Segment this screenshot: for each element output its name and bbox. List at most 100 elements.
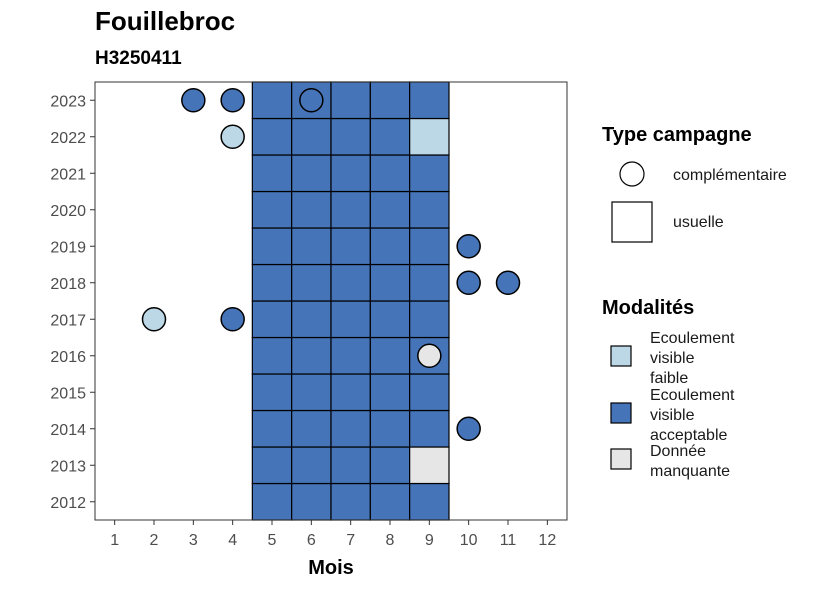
x-tick-label: 6 [307,532,316,549]
tile-usuelle [251,117,293,156]
point-complementaire [456,270,481,295]
point-complementaire [495,270,521,295]
legend-type-title: Type campagne [602,124,752,146]
tile-usuelle [409,190,450,229]
y-tick-label: 2017 [50,312,86,329]
y-tick-label: 2018 [50,276,86,293]
tile-usuelle [369,190,411,229]
point-complementaire [220,124,245,149]
tile-usuelle [409,409,450,448]
tile-usuelle [251,373,293,412]
usuelle-tiles [251,81,450,521]
tile-usuelle [291,300,332,339]
y-tick-label: 2019 [50,239,86,256]
tile-usuelle [409,154,450,193]
tile-usuelle [369,482,411,521]
x-tick-label: 1 [110,532,119,549]
legend-modalite-key [610,402,632,424]
x-tick-label: 4 [228,532,237,549]
y-tick-label: 2021 [50,166,86,183]
x-tick-label: 3 [189,532,198,549]
legend-type-item-complementaire: complémentaire [673,167,787,184]
x-tick-label: 12 [538,532,556,549]
x-tick-label: 7 [346,532,355,549]
tile-usuelle [409,300,450,339]
tile-usuelle [330,263,371,302]
tile-usuelle [330,190,371,229]
legend-circle-icon [619,161,645,187]
legend-square-icon [611,201,653,243]
tile-usuelle [251,336,293,375]
tile-usuelle [251,227,293,266]
tile-usuelle [330,154,371,193]
tile-usuelle [409,227,450,266]
tile-usuelle [369,117,411,156]
x-tick-label: 8 [386,532,395,549]
x-tick-label: 10 [460,532,478,549]
tile-usuelle [291,190,332,229]
tile-usuelle [409,482,450,521]
tile-usuelle [330,117,371,156]
legend-modalite-key [610,345,632,367]
point-complementaire [181,88,206,113]
x-axis: 1 2 3 4 5 6 7 8 9 10 11 12 [110,520,556,549]
y-tick-label: 2016 [50,349,86,366]
point-complementaire [141,307,167,332]
tile-usuelle [330,300,371,339]
y-tick-label: 2022 [50,130,86,147]
legend-type-campagne: Type campagne complémentaire usuelle [602,124,787,243]
y-axis: 2012 2013 2014 2015 2016 2017 2018 2019 2020 2021… [50,93,95,512]
tile-usuelle [251,409,293,448]
tile-usuelle [251,81,293,120]
y-tick-label: 2012 [50,495,86,512]
legend-modalite-label: visible [650,350,695,367]
x-tick-label: 9 [425,532,434,549]
point-complementaire [220,307,245,332]
point-complementaire [417,343,442,368]
x-tick-label: 11 [500,532,517,549]
point-complementaire [456,416,481,441]
tile-usuelle [251,154,293,193]
x-tick-label: 2 [150,532,159,549]
tile-usuelle [369,336,411,375]
tile-usuelle [330,482,371,521]
tile-usuelle [369,373,411,412]
point-complementaire [456,234,481,259]
tile-usuelle [291,409,332,448]
tile-usuelle [330,81,371,120]
tile-usuelle [369,263,411,302]
legend-modalites: Modalités EcoulementvisiblefaibleEcoulem… [602,297,735,480]
legend-modalite-label: visible [650,407,695,424]
complementaire-points [141,88,521,441]
y-tick-label: 2013 [50,458,86,475]
tile-usuelle [330,336,371,375]
tile-usuelle [330,446,371,485]
y-tick-label: 2020 [50,203,86,220]
tile-usuelle [291,336,332,375]
tile-usuelle [291,482,332,521]
tile-usuelle [291,227,332,266]
tile-usuelle [291,373,332,412]
legend-type-item-usuelle: usuelle [673,214,724,231]
legend-modalite-label: manquante [650,463,730,480]
x-tick-label: 5 [268,532,277,549]
tile-usuelle [369,300,411,339]
y-tick-label: 2015 [50,385,86,402]
legend-modalite-label: faible [650,370,688,387]
tile-usuelle [251,446,293,485]
tile-usuelle [251,190,293,229]
legend-modalite-label: Ecoulement [650,387,735,404]
point-complementaire [299,88,324,113]
tile-usuelle [330,409,371,448]
tile-usuelle [251,300,293,339]
tile-usuelle [409,81,450,120]
chart-title: Fouillebroc [95,6,235,36]
legend-modalite-label: Donnée [650,443,706,460]
tile-usuelle [409,263,450,302]
tile-usuelle [369,81,411,120]
tile-usuelle [291,154,332,193]
point-complementaire [220,88,245,113]
tile-usuelle [291,446,332,485]
